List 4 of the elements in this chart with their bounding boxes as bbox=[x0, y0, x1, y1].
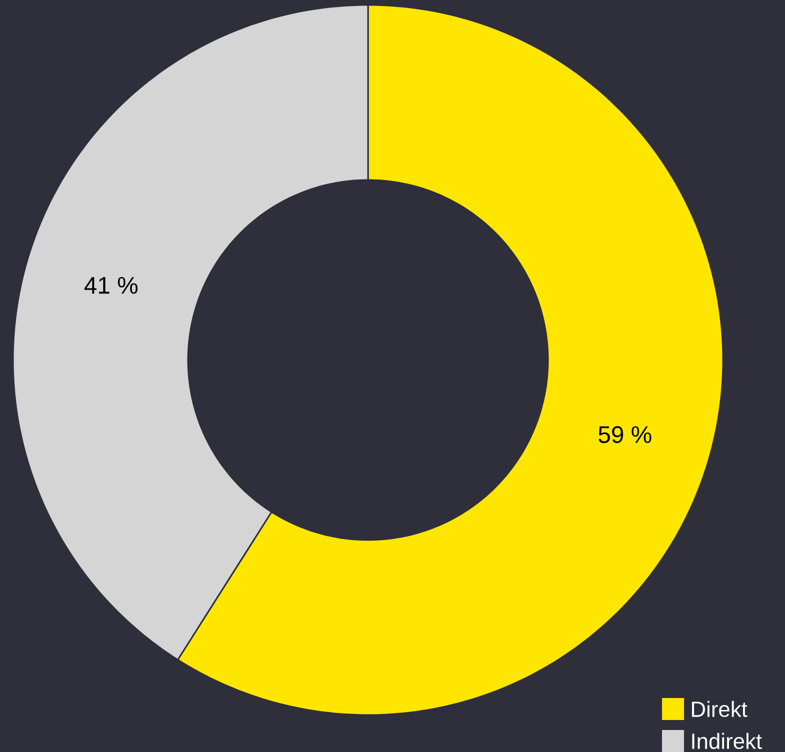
data-label: 59 % bbox=[598, 426, 652, 444]
legend-label: Direkt bbox=[692, 700, 748, 718]
data-label: 41 % bbox=[84, 276, 138, 294]
legend-label: Indirekt bbox=[692, 732, 762, 750]
